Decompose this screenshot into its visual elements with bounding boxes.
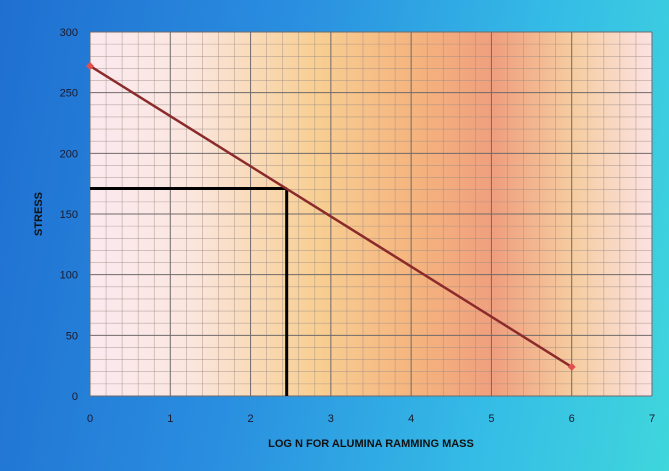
x-tick-label: 4 <box>408 413 414 425</box>
data-point-marker <box>567 362 576 371</box>
major-gridlines <box>89 31 653 397</box>
reference-lines <box>90 187 289 396</box>
x-tick-label: 2 <box>248 413 254 425</box>
x-tick-label: 5 <box>488 413 494 425</box>
x-tick-label: 7 <box>649 413 655 425</box>
y-tick-label: 300 <box>60 27 78 39</box>
y-tick-label: 250 <box>60 88 78 100</box>
series-layer <box>86 61 576 371</box>
x-axis-tick-labels: 0 1 2 3 4 5 6 7 <box>87 413 655 425</box>
y-tick-label: 200 <box>60 148 78 160</box>
x-tick-label: 0 <box>87 413 93 425</box>
x-tick-label: 6 <box>569 413 575 425</box>
x-tick-label: 3 <box>328 413 334 425</box>
y-tick-label: 50 <box>66 330 78 342</box>
y-tick-label: 0 <box>72 391 78 403</box>
data-point-marker <box>86 61 94 70</box>
x-tick-label: 1 <box>167 413 173 425</box>
y-tick-label: 100 <box>60 270 78 282</box>
y-tick-label: 150 <box>60 209 78 221</box>
series-line <box>89 64 573 368</box>
x-axis-title: LOG N FOR ALUMINA RAMMING MASS <box>268 438 474 450</box>
y-axis-title: STRESS <box>33 192 45 236</box>
y-axis-tick-labels: 0 50 100 150 200 250 300 <box>60 27 78 403</box>
